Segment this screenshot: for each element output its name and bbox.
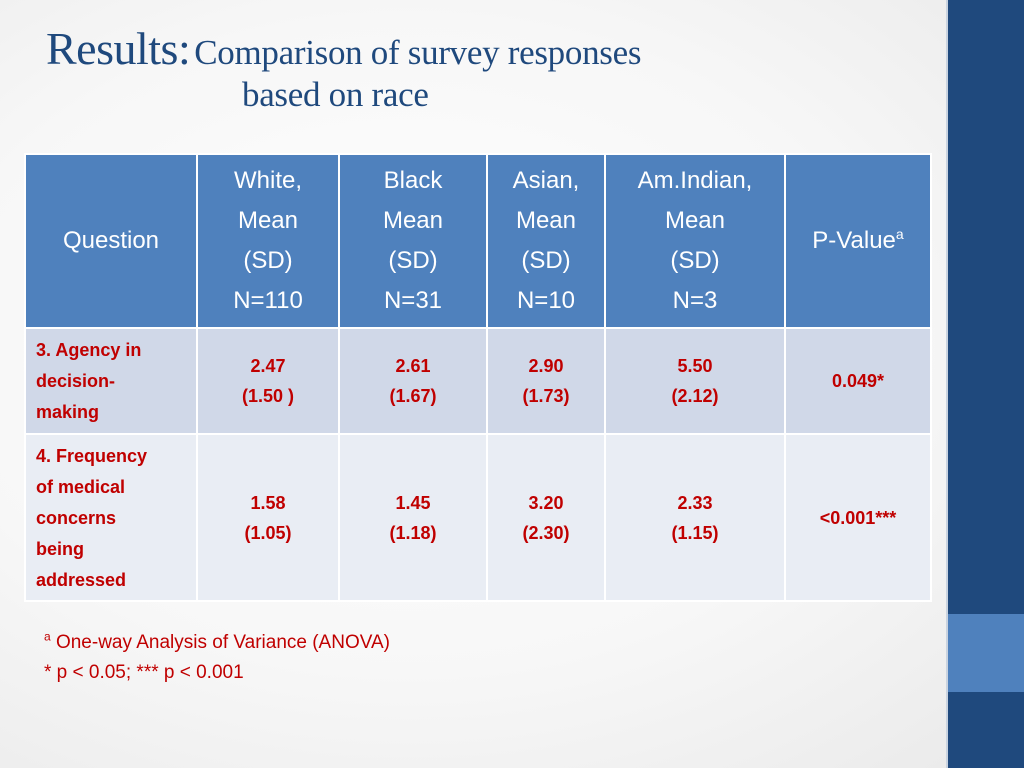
white-cell: 2.47 (1.50 ) <box>196 327 340 435</box>
question-cell: 3. Agency in decision- making <box>24 327 198 435</box>
slide-title: Results: Comparison of survey responses … <box>46 22 926 117</box>
results-table: Question White, Mean (SD) N=110 Black Me… <box>24 153 932 602</box>
title-main: Results: <box>46 23 191 74</box>
p-value-cell: 0.049* <box>784 327 932 435</box>
table-row: 3. Agency in decision- making 2.47 (1.50… <box>24 327 932 435</box>
header-question: Question <box>24 153 198 329</box>
p-value-footnote-marker: a <box>895 226 904 242</box>
am-indian-cell: 5.50 (2.12) <box>604 327 786 435</box>
p-value-cell: <0.001*** <box>784 433 932 602</box>
footnotes: a One-way Analysis of Variance (ANOVA) *… <box>44 628 390 688</box>
header-white: White, Mean (SD) N=110 <box>196 153 340 329</box>
asian-cell: 3.20 (2.30) <box>486 433 606 602</box>
asian-cell: 2.90 (1.73) <box>486 327 606 435</box>
am-indian-cell: 2.33 (1.15) <box>604 433 786 602</box>
white-cell: 1.58 (1.05) <box>196 433 340 602</box>
question-cell: 4. Frequency of medical concerns being a… <box>24 433 198 602</box>
footnote-significance: * p < 0.05; *** p < 0.001 <box>44 662 244 683</box>
header-p-value: P-Valuea <box>784 153 932 329</box>
header-row: Question White, Mean (SD) N=110 Black Me… <box>24 153 932 329</box>
black-cell: 2.61 (1.67) <box>338 327 488 435</box>
table-row: 4. Frequency of medical concerns being a… <box>24 433 932 602</box>
header-black: Black Mean (SD) N=31 <box>338 153 488 329</box>
footnote-marker: a <box>44 629 51 644</box>
header-asian: Asian, Mean (SD) N=10 <box>486 153 606 329</box>
header-am-indian: Am.Indian, Mean (SD) N=3 <box>604 153 786 329</box>
black-cell: 1.45 (1.18) <box>338 433 488 602</box>
title-sub-1: Comparison of survey responses <box>194 33 642 72</box>
side-bar-accent <box>948 614 1024 692</box>
title-line-1: Results: Comparison of survey responses <box>46 22 926 75</box>
side-bar-divider <box>946 0 948 768</box>
title-sub-2: based on race <box>242 75 429 114</box>
footnote-anova: a One-way Analysis of Variance (ANOVA) <box>44 629 390 653</box>
